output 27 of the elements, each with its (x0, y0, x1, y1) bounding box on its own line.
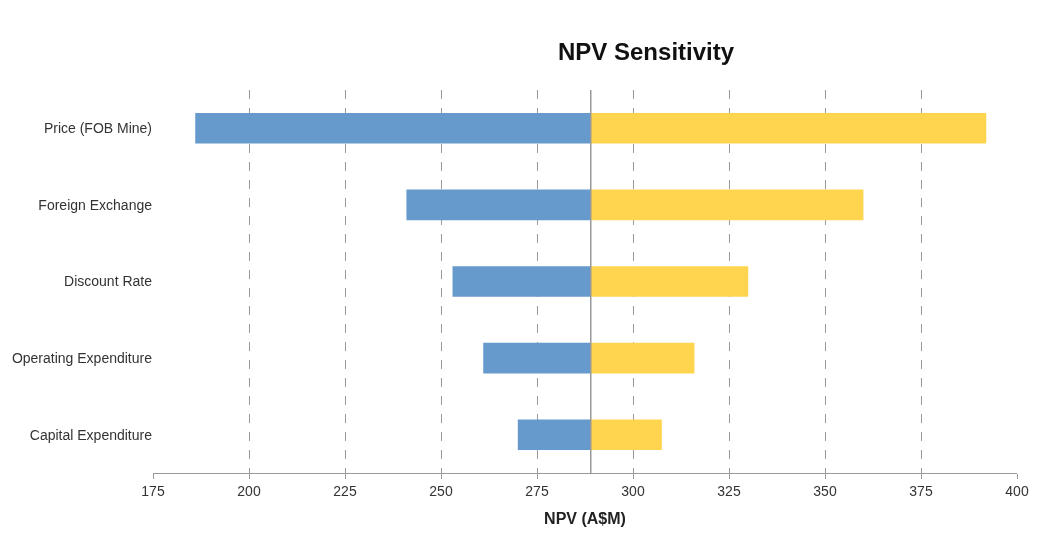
chart-title: NPV Sensitivity (558, 38, 735, 66)
bar (517, 419, 591, 451)
x-tick-label: 400 (1005, 482, 1029, 499)
y-tick-label: Discount Rate (64, 273, 153, 290)
x-tick-label: 225 (333, 482, 357, 499)
x-tick-label: 300 (621, 482, 645, 499)
x-tick-label: 250 (429, 482, 453, 499)
bar (483, 342, 591, 374)
x-tick-label: 325 (717, 482, 741, 499)
x-tick-label: 375 (909, 482, 933, 499)
y-tick-label: Price (FOB Mine) (43, 120, 152, 137)
bar (590, 112, 987, 144)
bar (590, 266, 749, 297)
x-tick-label: 175 (141, 482, 165, 499)
x-tick-label: 200 (237, 482, 261, 499)
bar (195, 112, 591, 144)
bar (590, 419, 662, 451)
x-tick-label: 350 (813, 482, 837, 499)
x-axis-title: NPV (A$M) (544, 510, 626, 528)
y-tick-label: Capital Expenditure (29, 426, 153, 443)
bar (452, 266, 591, 297)
bar (406, 189, 591, 221)
bar (590, 189, 864, 221)
x-tick-label: 275 (525, 482, 549, 499)
y-tick-label: Operating Expenditure (11, 350, 153, 366)
bar (590, 342, 695, 374)
y-tick-label: Foreign Exchange (38, 196, 153, 213)
